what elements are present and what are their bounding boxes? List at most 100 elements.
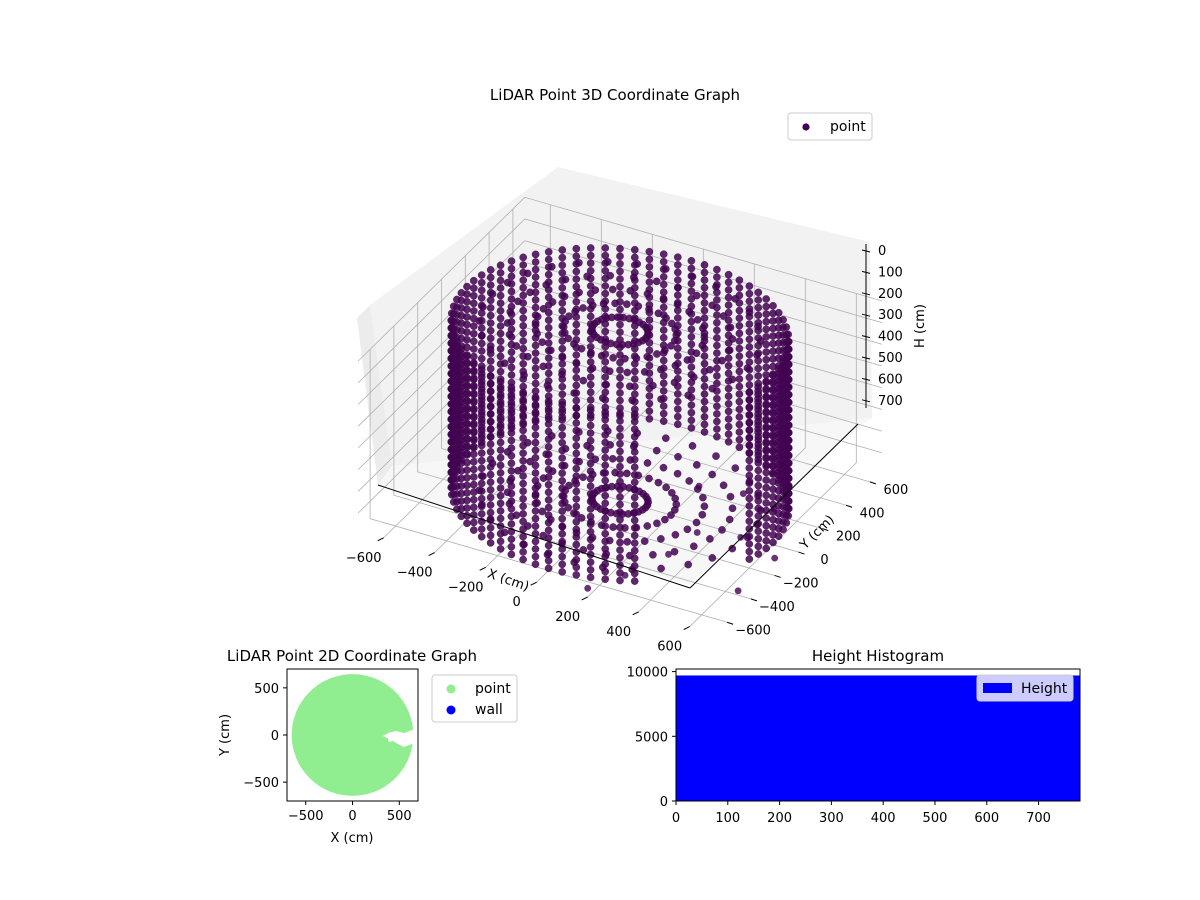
- data-point-3d: [630, 417, 639, 426]
- data-point-3d: [486, 440, 495, 449]
- point-disc-2d: [291, 674, 414, 796]
- data-point-3d: [496, 385, 505, 394]
- data-point-3d: [754, 405, 763, 414]
- data-point-3d: [754, 504, 763, 513]
- x-tick-mark-3d: [581, 596, 588, 601]
- data-point-3d: [587, 348, 595, 357]
- data-point-3d: [754, 474, 763, 482]
- x-tick-label-3d: −200: [448, 580, 484, 595]
- data-point-3d: [533, 312, 542, 321]
- data-point-3d: [586, 429, 595, 437]
- data-point-3d: [558, 454, 567, 462]
- data-point-3d: [477, 532, 486, 541]
- data-point-3d: [754, 413, 763, 422]
- data-point-3d: [486, 304, 495, 312]
- data-point-3d: [519, 418, 527, 427]
- data-point-3d: [507, 467, 516, 475]
- data-point-3d: [671, 506, 679, 514]
- y-axis-label-2d: Y (cm): [218, 714, 233, 757]
- data-point-3d: [469, 480, 478, 489]
- data-point-3d: [588, 364, 597, 373]
- data-point-3d: [531, 552, 540, 561]
- data-point-3d: [606, 271, 615, 280]
- x-axis-label-2d: X (cm): [331, 831, 374, 846]
- data-point-3d: [531, 545, 540, 553]
- data-point-3d: [531, 537, 540, 546]
- data-point-3d: [469, 526, 478, 534]
- data-point-3d: [735, 397, 744, 406]
- data-point-3d: [674, 390, 682, 398]
- data-point-3d: [601, 423, 610, 432]
- data-point-3d: [531, 393, 540, 401]
- title-3d: LiDAR Point 3D Coordinate Graph: [490, 86, 740, 104]
- data-point-3d: [735, 283, 744, 292]
- data-point-3d: [558, 537, 567, 546]
- data-point-3d: [572, 275, 581, 283]
- data-point-3d: [572, 457, 581, 465]
- data-point-3d: [601, 567, 610, 576]
- data-point-3d: [597, 351, 606, 360]
- data-point-3d: [616, 462, 624, 471]
- data-point-3d: [630, 508, 639, 517]
- data-point-3d: [577, 344, 586, 353]
- data-point-3d: [558, 507, 567, 515]
- data-point-3d: [519, 321, 528, 330]
- data-point-3d: [486, 409, 495, 418]
- data-point-3d: [469, 450, 478, 459]
- data-point-3d: [762, 363, 771, 372]
- data-point-3d: [616, 424, 624, 433]
- data-point-3d: [512, 342, 521, 350]
- data-point-3d: [708, 470, 717, 479]
- data-point-3d: [712, 282, 720, 291]
- data-point-3d: [662, 314, 670, 322]
- data-point-3d: [605, 367, 614, 376]
- data-point-3d: [469, 518, 478, 527]
- data-point-3d: [667, 341, 675, 350]
- data-point-3d: [601, 575, 610, 584]
- data-point-3d: [601, 327, 610, 336]
- data-point-3d: [539, 304, 548, 313]
- data-point-3d: [674, 283, 682, 292]
- data-point-3d: [762, 430, 771, 439]
- data-point-3d: [496, 507, 505, 515]
- data-point-3d: [453, 338, 461, 346]
- data-point-3d: [631, 329, 639, 338]
- data-point-3d: [586, 512, 595, 521]
- x-tick-mark-3d: [683, 626, 690, 631]
- data-point-3d: [645, 270, 654, 279]
- data-point-3d: [477, 403, 486, 412]
- data-point-3d: [463, 352, 471, 361]
- data-point-3d: [762, 529, 771, 538]
- data-point-3d: [713, 334, 721, 342]
- data-point-3d: [449, 302, 458, 311]
- data-point-3d: [735, 428, 744, 436]
- data-point-3d: [630, 470, 639, 479]
- data-point-3d: [700, 375, 709, 383]
- data-point-3d: [523, 269, 532, 278]
- data-point-3d: [745, 448, 754, 457]
- data-point-3d: [586, 482, 595, 491]
- data-point-3d: [572, 510, 581, 519]
- data-point-3d: [519, 487, 527, 496]
- data-point-3d: [713, 326, 721, 335]
- grid-h-3d: [357, 240, 882, 405]
- data-point-3d: [745, 289, 754, 298]
- data-point-3d: [544, 255, 553, 264]
- data-point-3d: [558, 431, 567, 440]
- data-point-3d: [531, 415, 540, 424]
- data-point-3d: [743, 364, 752, 372]
- z-axis-label-3d: H (cm): [913, 304, 928, 348]
- data-point-3d: [735, 382, 744, 391]
- data-point-3d: [687, 340, 696, 349]
- data-point-3d: [477, 271, 486, 279]
- data-point-3d: [531, 446, 540, 455]
- data-point-3d: [754, 436, 763, 444]
- data-point-3d: [718, 526, 726, 534]
- data-point-3d: [630, 425, 639, 434]
- data-point-3d: [616, 508, 624, 516]
- data-point-3d: [507, 520, 516, 528]
- data-point-3d: [558, 390, 567, 399]
- data-point-3d: [735, 420, 744, 429]
- data-point-3d: [630, 493, 639, 502]
- data-point-3d: [616, 389, 624, 397]
